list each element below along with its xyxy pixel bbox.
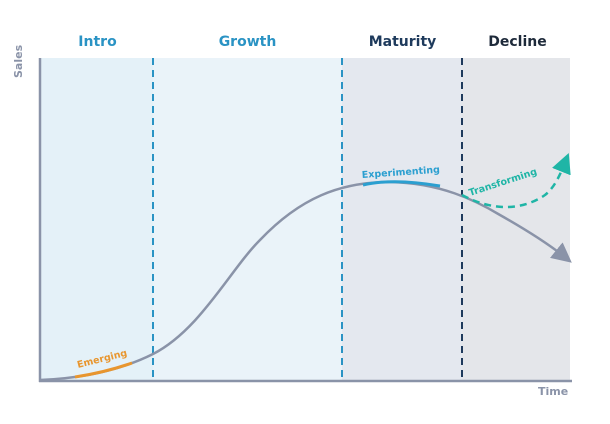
y-axis-label: Sales xyxy=(12,44,25,78)
transforming-branch xyxy=(461,153,571,209)
growth-panel xyxy=(153,58,342,381)
stage-maturity: Maturity xyxy=(368,34,437,50)
experimenting-label: Experimenting xyxy=(361,165,440,181)
x-axis-label: Time xyxy=(538,385,569,398)
decline-panel xyxy=(462,58,570,381)
experimenting-segment xyxy=(362,180,441,188)
stage-decline: Decline xyxy=(488,34,547,50)
stage-growth: Growth xyxy=(218,34,277,50)
lifecycle-curve xyxy=(39,180,572,382)
stage-intro: Intro xyxy=(78,34,117,50)
maturity-panel xyxy=(342,58,462,381)
intro-panel xyxy=(40,58,153,381)
emerging-segment xyxy=(74,361,133,379)
